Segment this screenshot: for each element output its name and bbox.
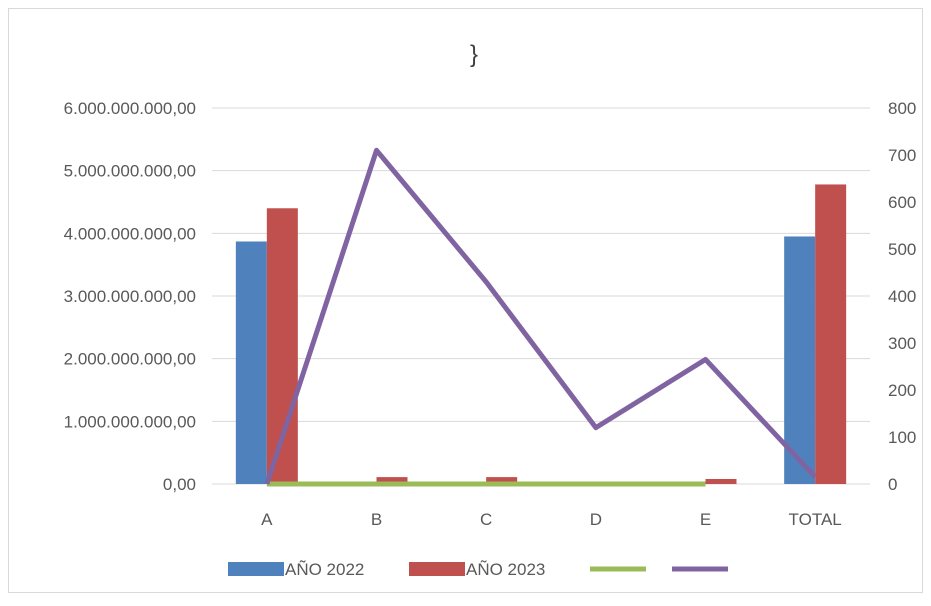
chart-title: } [470,41,478,68]
right-tick-label: 100 [888,428,916,447]
legend-swatch [409,562,465,576]
category-axis: A B C D E TOTAL [261,510,842,529]
left-axis: 0,00 1.000.000.000,00 2.000.000.000,00 3.00… [64,99,196,494]
bars [235,184,847,484]
left-tick-label: 2.000.000.000,00 [64,350,196,369]
right-tick-label: 0 [888,475,897,494]
right-axis: 0 100 200 300 400 500 600 700 800 [888,99,916,494]
category-label: E [700,510,711,529]
left-tick-label: 0,00 [163,475,196,494]
right-tick-label: 600 [888,193,916,212]
category-label: B [371,510,382,529]
left-tick-label: 3.000.000.000,00 [64,287,196,306]
legend-swatch [228,562,284,576]
legend: AÑO 2022 AÑO 2023 [228,560,728,579]
right-tick-label: 400 [888,287,916,306]
chart-border [8,8,923,593]
category-label: C [480,510,492,529]
category-label: A [261,510,273,529]
left-tick-label: 4.000.000.000,00 [64,224,196,243]
series-line [264,147,817,485]
right-tick-label: 700 [888,146,916,165]
legend-label: AÑO 2022 [285,560,364,579]
bar [705,478,737,484]
bar [486,477,518,484]
category-label: D [590,510,602,529]
category-label: TOTAL [789,510,842,529]
left-tick-label: 1.000.000.000,00 [64,412,196,431]
bar [784,236,816,484]
lines [264,147,817,487]
right-tick-label: 500 [888,240,916,259]
left-tick-label: 5.000.000.000,00 [64,162,196,181]
bar [815,184,847,484]
bar [235,241,267,484]
right-tick-label: 300 [888,334,916,353]
legend-label: AÑO 2023 [466,560,545,579]
bar [376,477,408,484]
right-tick-label: 200 [888,381,916,400]
right-tick-label: 800 [888,99,916,118]
left-tick-label: 6.000.000.000,00 [64,99,196,118]
